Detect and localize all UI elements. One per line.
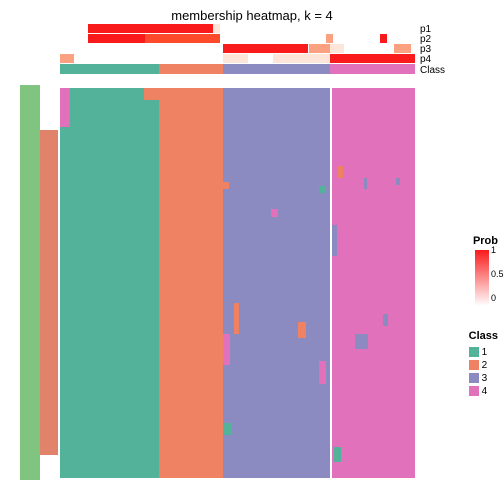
legend-item-label: 4 xyxy=(482,386,488,397)
legend-item-label: 3 xyxy=(482,373,488,384)
p-row-3 xyxy=(60,44,415,53)
class-strip xyxy=(60,64,415,74)
heatmap-column-1 xyxy=(60,88,159,478)
legend-class-item: 3 xyxy=(469,372,498,385)
legend-prob: Prob 10.50 xyxy=(473,235,498,306)
heatmap-column-3 xyxy=(223,88,330,478)
legend-class-item: 2 xyxy=(469,359,498,372)
chart-title: membership heatmap, k = 4 xyxy=(0,8,504,23)
row-annotation-sampling xyxy=(20,85,40,480)
main-heatmap xyxy=(60,88,415,478)
legend-item-label: 2 xyxy=(482,360,488,371)
legend-class-item: 4 xyxy=(469,385,498,398)
row-annotation-rows xyxy=(40,130,58,455)
prob-gradient-bar xyxy=(475,250,489,306)
prob-tick: 1 xyxy=(491,245,496,255)
prob-tick: 0.5 xyxy=(491,269,504,279)
p-row-4 xyxy=(60,54,415,63)
p-row-1 xyxy=(60,24,415,33)
legend-swatch xyxy=(469,373,479,383)
legend-swatch xyxy=(469,347,479,357)
heatmap-column-2 xyxy=(159,88,223,478)
class-row-label: Class xyxy=(420,65,445,76)
legend-item-label: 1 xyxy=(482,347,488,358)
legend-class-title: Class xyxy=(469,330,498,343)
legend-class: Class 1 2 3 4 xyxy=(469,330,498,398)
legend-swatch xyxy=(469,386,479,396)
legend-swatch xyxy=(469,360,479,370)
p-row-label: p4 xyxy=(420,54,431,65)
prob-tick: 0 xyxy=(491,293,496,303)
legend-class-item: 1 xyxy=(469,346,498,359)
probability-strip-rows xyxy=(60,24,415,75)
heatmap-column-4 xyxy=(330,88,415,478)
p-row-2 xyxy=(60,34,415,43)
